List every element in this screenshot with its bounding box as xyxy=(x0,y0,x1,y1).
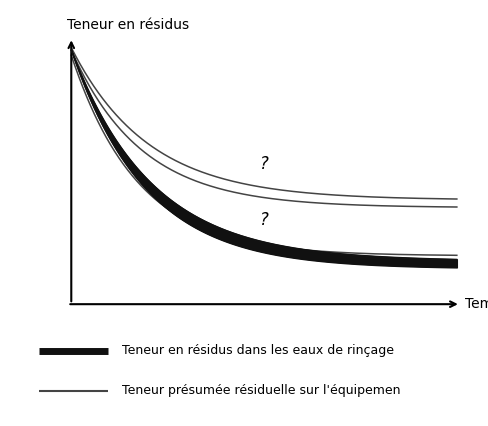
Text: Teneur en résidus: Teneur en résidus xyxy=(67,18,189,32)
Text: Temps: Temps xyxy=(464,297,488,311)
Text: ?: ? xyxy=(259,211,268,229)
Text: Teneur présumée résiduelle sur l'équipemen: Teneur présumée résiduelle sur l'équipem… xyxy=(122,384,400,397)
Text: Teneur en résidus dans les eaux de rinçage: Teneur en résidus dans les eaux de rinça… xyxy=(122,344,393,357)
Text: ?: ? xyxy=(259,155,268,173)
